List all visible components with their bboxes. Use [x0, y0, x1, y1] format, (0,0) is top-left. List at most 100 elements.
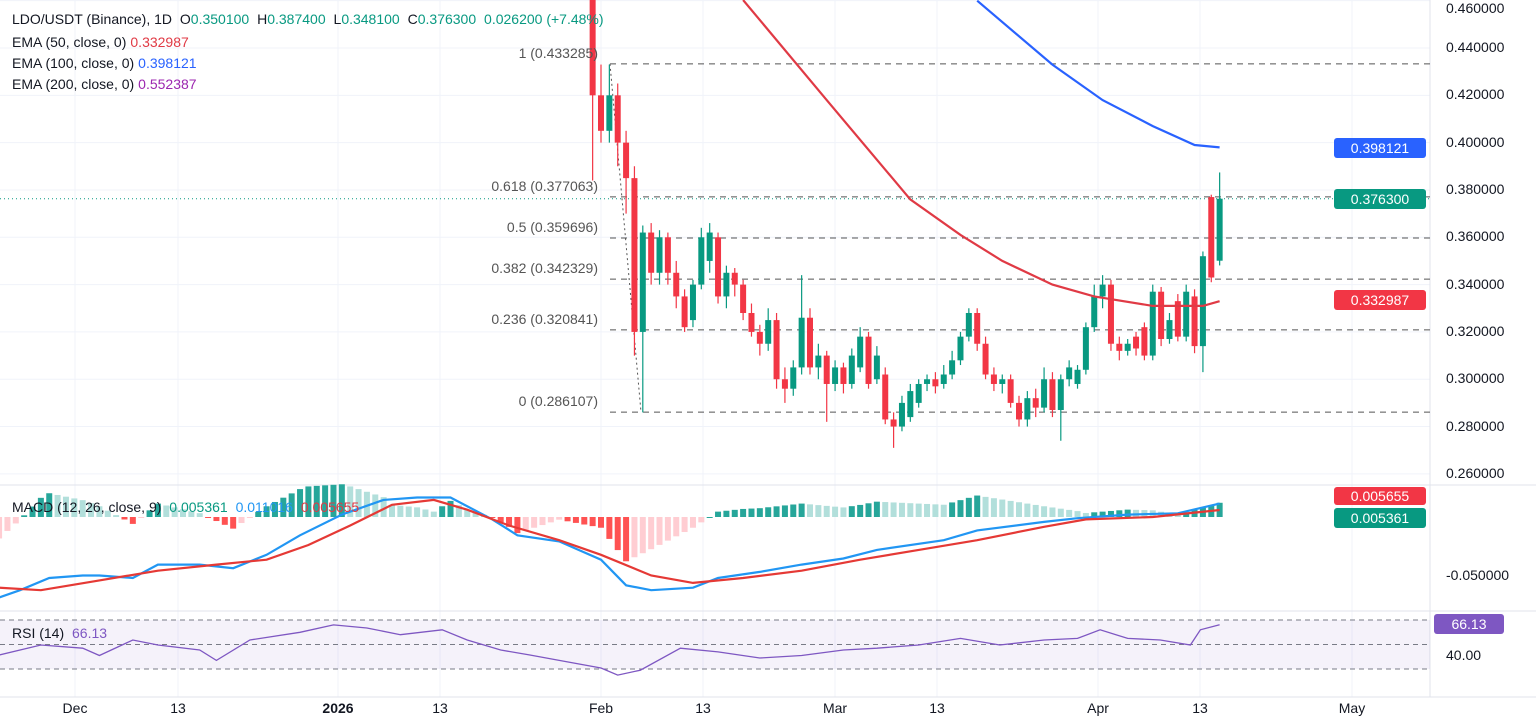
- candle: [890, 412, 897, 448]
- candle-body: [857, 336, 864, 368]
- fib-trend-line: [609, 63, 642, 413]
- candle-body: [1024, 398, 1031, 420]
- signal-line: [0, 498, 1220, 592]
- candle: [1124, 339, 1131, 356]
- macd-histogram-bar: [815, 505, 822, 517]
- macd-histogram-bar: [1216, 502, 1223, 517]
- macd-histogram-bar: [1024, 503, 1031, 517]
- macd-histogram-bar: [238, 517, 245, 524]
- candles: [589, 0, 1223, 448]
- candle-body: [1199, 256, 1206, 347]
- candle: [1183, 284, 1190, 342]
- candle: [823, 350, 830, 422]
- candle-body: [756, 331, 763, 344]
- open: 0.350100: [190, 11, 250, 27]
- candle: [1057, 374, 1064, 441]
- candle-body: [898, 402, 905, 427]
- candle: [907, 383, 914, 422]
- time-tick: Dec: [62, 700, 88, 716]
- candle-body: [1032, 398, 1039, 408]
- macd-histogram-bar: [940, 504, 947, 517]
- candle: [1158, 286, 1165, 347]
- close: 0.376300: [417, 11, 477, 27]
- candle-body: [1141, 327, 1148, 356]
- time-tick: Feb: [588, 700, 614, 716]
- candle: [1216, 172, 1223, 266]
- macd-histogram-bar: [46, 493, 53, 517]
- candle-body: [974, 312, 981, 344]
- macd-histogram-bar: [673, 517, 680, 537]
- candle: [681, 289, 688, 332]
- low-value: L0.348100: [334, 11, 400, 27]
- macd-histogram-bar: [957, 500, 964, 517]
- macd-histogram-bar: [598, 517, 604, 528]
- fib-level-label: 0.382 (0.342329): [491, 260, 598, 277]
- candle-body: [706, 232, 713, 261]
- macd-histogram-bar: [447, 500, 454, 517]
- candle-body: [865, 336, 872, 384]
- macd-histogram-bar: [4, 517, 11, 531]
- macd-histogram-bar: [62, 496, 69, 517]
- candle-body: [1191, 296, 1198, 347]
- candle-body: [664, 237, 671, 273]
- macd-histogram-bar: [405, 506, 412, 517]
- macd-histogram-bar: [873, 501, 880, 517]
- candle: [723, 265, 730, 309]
- macd-histogram-bar: [689, 517, 696, 528]
- macd-histogram-bar: [848, 506, 855, 517]
- macd-histogram-bar: [715, 511, 722, 517]
- candle-body: [873, 355, 880, 380]
- ema200-value: 0.552387: [138, 76, 197, 92]
- rsi-axis-label: 40.00: [1446, 647, 1482, 663]
- candle: [706, 223, 713, 273]
- macd-histogram-bar: [606, 517, 613, 539]
- candle: [1074, 365, 1081, 389]
- macd-histogram-bar: [96, 506, 103, 517]
- macd-legend[interactable]: MACD (12, 26, close, 9) 0.005361 0.01101…: [12, 499, 363, 515]
- candle: [1166, 312, 1173, 344]
- macd-histogram-bar: [163, 505, 170, 517]
- macd-histogram-bar: [890, 502, 897, 517]
- macd-histogram-bar: [104, 510, 111, 517]
- macd-histogram-bar: [790, 504, 797, 517]
- candle-body: [1016, 402, 1022, 420]
- candle-body: [949, 360, 956, 375]
- candle: [957, 331, 964, 366]
- macd-histogram-bar: [297, 489, 304, 517]
- ema50-legend[interactable]: EMA (50, close, 0) 0.332987: [12, 34, 193, 50]
- candle: [1133, 331, 1140, 356]
- candle-body: [1133, 336, 1140, 349]
- ema100-line: [976, 0, 1220, 149]
- ema-lines: [742, 0, 1220, 307]
- candle-body: [1057, 379, 1064, 410]
- time-tick: 13: [1192, 700, 1208, 716]
- macd-histogram-bar: [1116, 510, 1123, 517]
- rsi-legend[interactable]: RSI (14) 66.13: [12, 625, 111, 641]
- macd-histogram-bar: [807, 504, 813, 517]
- macd-hist-badge: 0.005361: [1334, 508, 1426, 528]
- candle: [656, 230, 663, 285]
- macd-histogram-bar: [556, 517, 563, 520]
- candle: [932, 372, 939, 394]
- symbol-legend: LDO/USDT (Binance), 1D O0.350100 H0.3874…: [12, 11, 608, 27]
- candle-body: [832, 367, 839, 384]
- candle: [689, 279, 696, 328]
- candle: [974, 308, 981, 351]
- macd-pane: [0, 484, 1223, 599]
- candle-body: [990, 374, 997, 384]
- ema50-price-badge: 0.332987: [1334, 290, 1426, 310]
- ema200-legend[interactable]: EMA (200, close, 0) 0.552387: [12, 76, 201, 92]
- candle: [1066, 360, 1073, 387]
- candle: [807, 308, 813, 375]
- candle-body: [673, 272, 680, 297]
- ema100-legend[interactable]: EMA (100, close, 0) 0.398121: [12, 55, 201, 71]
- macd-histogram-bar: [455, 505, 462, 517]
- time-tick: 13: [695, 700, 711, 716]
- fib-level-label: 1 (0.433285): [518, 44, 598, 61]
- candle-body: [781, 379, 788, 389]
- candle-body: [915, 383, 922, 403]
- candle-body: [982, 343, 989, 375]
- fibonacci-retracement: [0, 63, 1430, 413]
- macd-histogram-bar: [932, 504, 939, 517]
